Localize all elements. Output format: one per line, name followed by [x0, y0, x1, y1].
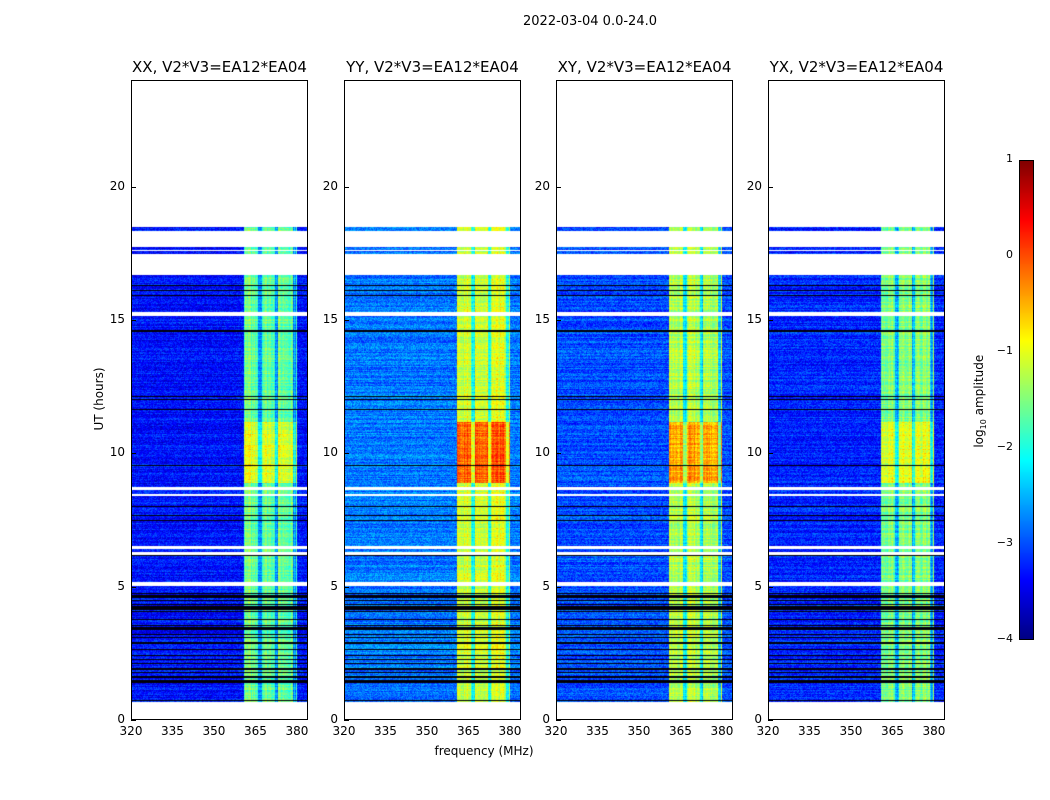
x-tick-label: 380: [922, 724, 946, 738]
x-tick-label: 350: [202, 724, 226, 738]
y-tick-mark: [768, 186, 773, 188]
x-tick-label: 335: [374, 724, 397, 738]
colorbar-frame: [1019, 160, 1034, 640]
y-tick-label: 15: [322, 312, 338, 326]
panel-title-0: XX, V2*V3=EA12*EA04: [132, 58, 307, 76]
y-tick-mark: [768, 453, 773, 455]
y-tick-label: 0: [754, 712, 762, 726]
y-tick-mark: [556, 720, 561, 721]
x-tick-label: 380: [710, 724, 734, 738]
colorbar-tick-label: −2: [996, 440, 1013, 453]
colorbar-tick-label: −4: [996, 632, 1013, 645]
y-tick-mark: [556, 586, 561, 588]
axes-frame-1: [344, 80, 521, 720]
y-tick-mark: [131, 720, 136, 721]
y-tick-mark: [344, 453, 349, 455]
panel-title-2: XY, V2*V3=EA12*EA04: [557, 58, 732, 76]
colorbar-tick-label: 0: [1006, 248, 1013, 261]
x-axis-label: frequency (MHz): [434, 744, 534, 758]
heatmap-3: [768, 80, 945, 720]
y-tick-mark: [768, 720, 773, 721]
y-tick-mark: [131, 453, 136, 455]
x-tick-label: 320: [544, 724, 568, 738]
y-tick-label: 10: [746, 445, 762, 460]
x-tick-label: 335: [161, 724, 184, 738]
panel-title-1: YY, V2*V3=EA12*EA04: [346, 58, 519, 76]
x-tick-label: 365: [244, 724, 267, 738]
y-tick-label: 15: [534, 312, 550, 326]
figure-title: 2022-03-04 0.0-24.0: [523, 14, 657, 29]
y-tick-label: 10: [109, 445, 125, 460]
y-tick-mark: [131, 320, 136, 321]
heatmap-0: [131, 80, 308, 720]
y-tick-label: 0: [542, 712, 550, 726]
x-tick-label: 350: [627, 724, 651, 738]
y-tick-mark: [344, 186, 349, 188]
x-tick-label: 365: [881, 724, 904, 738]
axes-frame-3: [768, 80, 945, 720]
colorbar-tick-label: −3: [996, 536, 1013, 549]
y-tick-label: 20: [109, 178, 125, 193]
y-tick-mark: [556, 320, 561, 321]
y-tick-mark: [344, 586, 349, 588]
y-tick-label: 5: [330, 578, 338, 593]
x-tick-label: 365: [457, 724, 480, 738]
y-tick-mark: [556, 453, 561, 455]
y-tick-label: 0: [330, 712, 338, 726]
x-tick-label: 365: [669, 724, 692, 738]
x-tick-label: 335: [586, 724, 609, 738]
heatmap-2: [556, 80, 733, 720]
y-tick-mark: [768, 320, 773, 321]
colorbar-label-rest: amplitude: [971, 354, 986, 420]
x-tick-label: 380: [498, 724, 522, 738]
y-tick-mark: [556, 186, 561, 188]
y-tick-mark: [344, 720, 349, 721]
x-tick-label: 320: [332, 724, 356, 738]
y-tick-label: 20: [322, 178, 338, 193]
y-tick-label: 10: [322, 445, 338, 460]
colorbar-tick-label: −1: [996, 344, 1013, 357]
y-tick-label: 15: [109, 312, 125, 326]
y-tick-label: 15: [746, 312, 762, 326]
y-tick-label: 0: [117, 712, 125, 726]
y-tick-label: 10: [534, 445, 550, 460]
y-tick-mark: [344, 320, 349, 321]
y-tick-mark: [131, 186, 136, 188]
x-tick-label: 350: [415, 724, 439, 738]
y-tick-label: 5: [117, 578, 125, 593]
y-tick-mark: [768, 586, 773, 588]
x-tick-label: 320: [119, 724, 143, 738]
axes-frame-0: [131, 80, 308, 720]
y-tick-mark: [131, 586, 136, 588]
y-tick-label: 5: [542, 578, 550, 593]
x-tick-label: 320: [756, 724, 780, 738]
heatmap-1: [344, 80, 521, 720]
y-axis-label: UT (hours): [92, 367, 106, 431]
x-tick-label: 380: [285, 724, 309, 738]
x-tick-label: 350: [839, 724, 863, 738]
panel-title-3: YX, V2*V3=EA12*EA04: [769, 58, 944, 76]
colorbar-tick-label: 1: [1006, 152, 1013, 165]
colorbar: [1019, 160, 1034, 640]
y-tick-label: 20: [746, 178, 762, 193]
y-tick-label: 5: [754, 578, 762, 593]
axes-frame-2: [556, 80, 733, 720]
colorbar-label-sub: 10: [979, 419, 989, 430]
x-tick-label: 335: [798, 724, 821, 738]
y-tick-label: 20: [534, 178, 550, 193]
